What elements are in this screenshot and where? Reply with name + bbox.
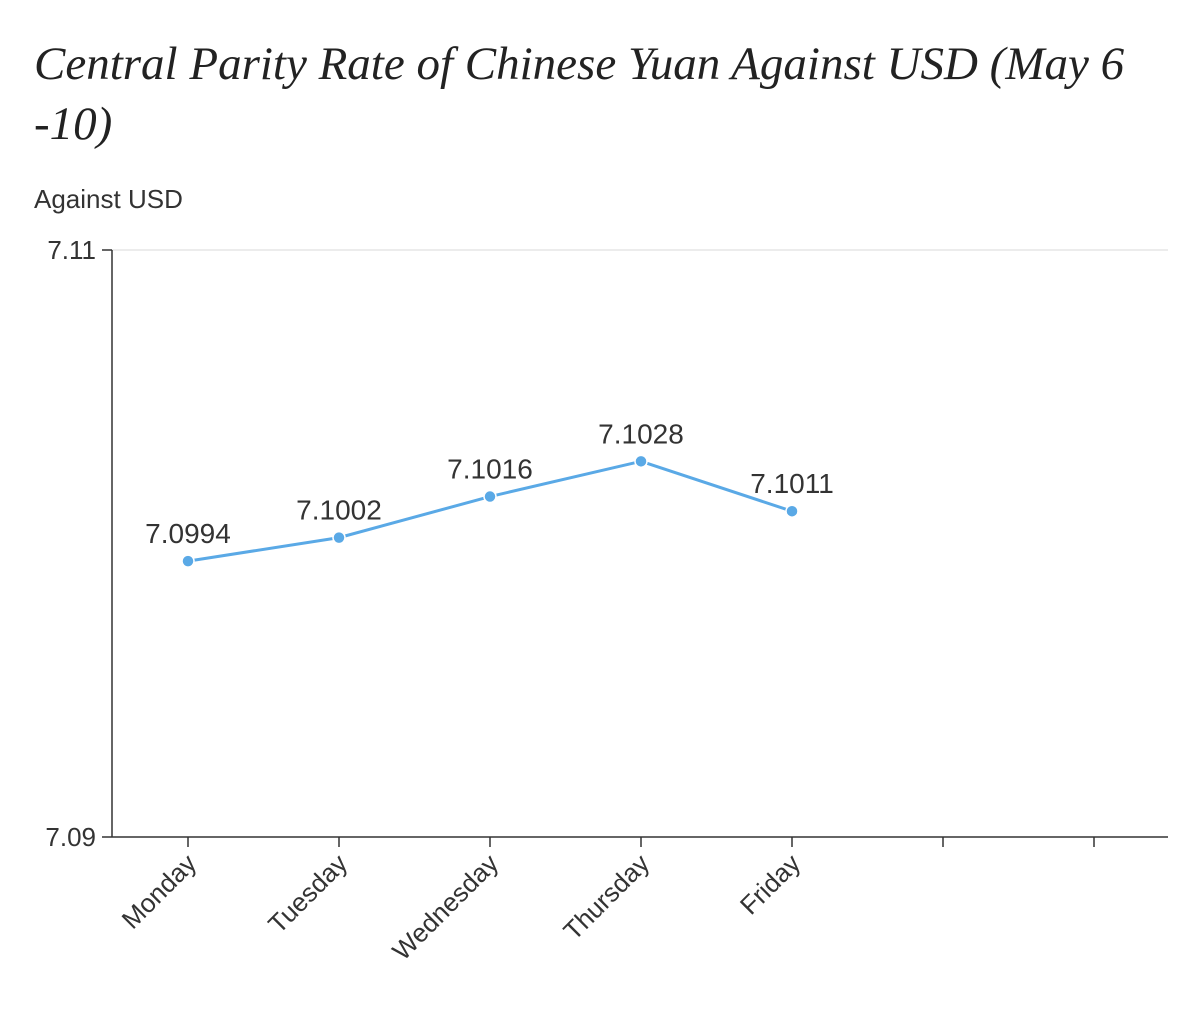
data-point[interactable] bbox=[181, 554, 195, 568]
data-label: 7.0994 bbox=[145, 518, 231, 549]
data-label: 7.1011 bbox=[750, 468, 834, 499]
x-tick-label: Monday bbox=[116, 848, 203, 935]
data-point[interactable] bbox=[634, 454, 648, 469]
data-label: 7.1016 bbox=[447, 454, 533, 485]
x-tick-label: Wednesday bbox=[386, 848, 504, 966]
data-label: 7.1028 bbox=[598, 418, 684, 449]
y-tick-label: 7.09 bbox=[45, 822, 96, 852]
chart-title: Central Parity Rate of Chinese Yuan Agai… bbox=[34, 38, 1125, 150]
data-label: 7.1002 bbox=[296, 495, 382, 526]
x-tick-label: Friday bbox=[734, 848, 806, 920]
x-tick-label: Thursday bbox=[557, 848, 655, 946]
data-point[interactable] bbox=[332, 530, 346, 545]
series-layer bbox=[181, 454, 799, 568]
data-point[interactable] bbox=[483, 489, 497, 504]
axis-layer: 7.09 7.11 Monday Tuesday Wednesday Thursday Fr… bbox=[45, 235, 1168, 966]
y-tick-label: 7.11 bbox=[47, 235, 96, 265]
data-point[interactable] bbox=[785, 504, 799, 518]
y-axis-label: Against USD bbox=[34, 184, 183, 214]
label-layer: 7.0994 7.1002 7.1016 7.1028 7.1011 bbox=[145, 418, 834, 549]
x-tick-label: Tuesday bbox=[262, 848, 353, 939]
